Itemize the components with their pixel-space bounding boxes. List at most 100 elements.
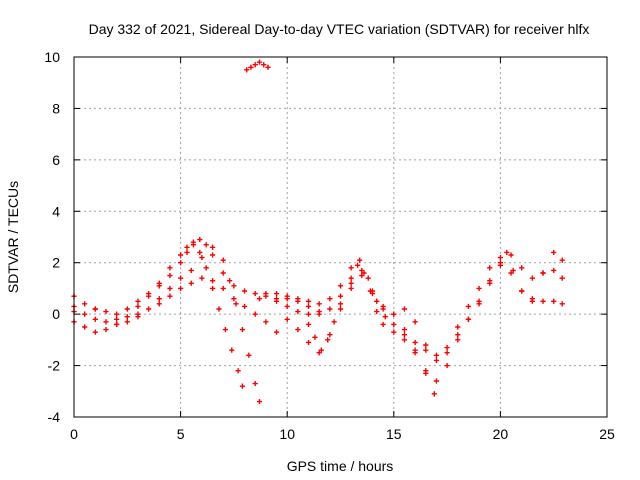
y-tick-label: -2 xyxy=(48,358,61,374)
data-point xyxy=(305,298,312,304)
data-point xyxy=(241,303,248,310)
data-point xyxy=(252,311,258,317)
data-point xyxy=(423,347,429,353)
data-point xyxy=(519,265,525,271)
data-point xyxy=(510,267,516,274)
data-point xyxy=(233,301,239,307)
data-point xyxy=(540,270,546,276)
data-point xyxy=(305,339,312,346)
data-point xyxy=(184,249,190,256)
data-point xyxy=(455,324,461,330)
data-point xyxy=(256,296,263,302)
data-point xyxy=(184,244,190,250)
y-tick-label: 6 xyxy=(52,152,60,168)
data-point xyxy=(551,298,557,304)
x-tick-label: 5 xyxy=(177,426,185,442)
data-point xyxy=(197,249,203,256)
y-tick-label: 8 xyxy=(52,100,60,116)
data-point xyxy=(135,298,141,304)
data-point xyxy=(256,59,263,65)
data-point xyxy=(146,293,152,299)
data-point xyxy=(382,314,388,320)
data-point xyxy=(273,290,280,297)
data-point xyxy=(188,280,194,286)
data-point xyxy=(261,62,267,68)
data-point xyxy=(252,380,258,387)
data-point xyxy=(337,293,344,299)
plot-frame xyxy=(73,56,608,418)
data-point xyxy=(508,252,514,258)
data-point xyxy=(374,308,380,315)
data-point xyxy=(235,368,241,374)
data-point xyxy=(476,285,482,292)
data-point xyxy=(295,308,301,315)
data-point xyxy=(203,242,209,248)
data-point xyxy=(348,285,354,292)
data-point xyxy=(318,347,324,353)
data-point xyxy=(519,288,525,294)
data-point xyxy=(391,329,397,335)
data-point xyxy=(263,290,269,297)
data-point xyxy=(431,391,437,397)
data-point xyxy=(220,270,226,276)
data-point xyxy=(327,296,333,302)
data-points xyxy=(71,59,565,405)
data-point xyxy=(239,326,246,333)
y-tick-label: 0 xyxy=(52,306,60,322)
data-point xyxy=(365,275,371,281)
data-point xyxy=(178,285,184,292)
data-point xyxy=(551,249,557,256)
series-track-2 xyxy=(71,239,246,389)
grid xyxy=(74,57,607,417)
data-point xyxy=(167,285,173,292)
data-point xyxy=(248,64,254,70)
chart-title: Day 332 of 2021, Sidereal Day-to-day VTE… xyxy=(89,21,590,37)
data-point xyxy=(305,311,312,317)
data-point xyxy=(497,254,503,261)
data-point xyxy=(199,254,205,261)
data-point xyxy=(487,265,493,271)
data-point xyxy=(551,267,557,274)
data-point xyxy=(327,306,333,312)
data-point xyxy=(497,260,503,266)
data-point xyxy=(380,303,386,310)
data-point xyxy=(284,303,290,310)
data-point xyxy=(216,306,222,312)
data-point xyxy=(103,326,109,333)
series-track-9 xyxy=(244,59,271,73)
data-point xyxy=(540,298,546,304)
y-tick-label: -4 xyxy=(48,409,61,425)
data-point xyxy=(325,337,331,343)
data-point xyxy=(423,342,429,348)
data-point xyxy=(559,301,565,307)
data-point xyxy=(359,267,365,274)
data-point xyxy=(231,296,237,302)
data-point xyxy=(190,239,196,245)
data-point xyxy=(337,301,344,307)
data-point xyxy=(146,306,152,312)
data-point xyxy=(156,301,162,307)
data-point xyxy=(252,290,258,297)
data-point xyxy=(487,278,493,284)
data-point xyxy=(178,260,184,266)
data-point xyxy=(359,272,365,279)
data-point xyxy=(197,236,203,243)
data-point xyxy=(241,288,248,294)
data-point xyxy=(92,316,98,322)
data-point xyxy=(504,249,510,256)
data-point xyxy=(229,347,235,353)
data-point xyxy=(246,352,252,358)
y-tick-label: 2 xyxy=(52,255,60,271)
data-point xyxy=(348,280,354,286)
data-point xyxy=(188,267,194,274)
data-point xyxy=(103,308,109,315)
data-point xyxy=(222,326,228,333)
series-track-7 xyxy=(284,252,565,358)
data-point xyxy=(476,298,482,304)
data-point xyxy=(374,298,380,304)
data-point xyxy=(167,265,173,271)
data-point xyxy=(231,283,237,289)
series-track-3 xyxy=(71,244,263,405)
y-tick-label: 4 xyxy=(52,203,60,219)
data-point xyxy=(82,311,88,317)
